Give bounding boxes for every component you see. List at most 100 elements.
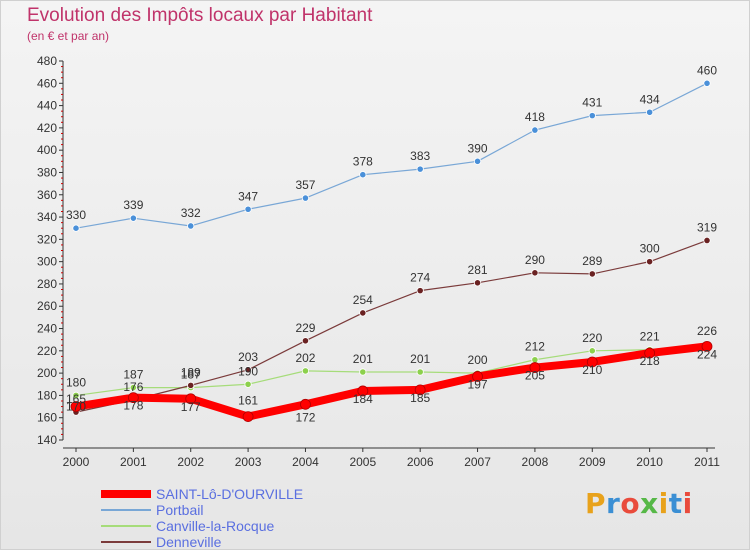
data-label: 390 [468,141,488,155]
data-point [129,384,137,392]
data-label: 197 [468,377,488,391]
data-label: 431 [582,96,602,110]
legend-swatch [101,541,151,543]
data-label: 378 [353,155,373,169]
data-label: 357 [295,178,315,192]
x-tick-label: 2010 [636,455,663,469]
data-point [644,347,656,359]
data-label: 200 [468,353,488,367]
y-tick-label: 360 [37,188,57,202]
data-point [72,224,80,232]
y-tick-label: 380 [37,165,57,179]
y-tick-label: 260 [37,299,57,313]
data-label: 170 [66,400,86,414]
data-point [301,337,310,345]
y-tick-label: 160 [37,411,57,425]
data-point [244,380,252,388]
y-tick-label: 460 [37,76,57,90]
data-point [301,367,310,375]
y-tick-label: 440 [37,99,57,113]
data-point [244,205,252,213]
data-point [185,393,197,405]
legend-label: Canville-la-Rocque [156,518,275,534]
x-tick-label: 2007 [464,455,491,469]
data-label: 290 [525,253,545,267]
data-label: 202 [295,351,315,365]
data-point [301,194,310,202]
legend-label: Denneville [156,534,222,550]
chart-subtitle: (en € et par an) [27,29,110,43]
data-point [359,171,367,179]
data-label: 180 [66,375,86,389]
data-label: 220 [582,331,602,345]
data-label: 190 [238,364,258,378]
data-label: 434 [640,92,660,106]
data-point [414,384,426,396]
y-tick-label: 420 [37,121,57,135]
data-label: 203 [238,350,258,364]
data-label: 418 [525,110,545,124]
data-point [646,258,654,266]
y-tick-label: 220 [37,344,57,358]
data-label: 184 [353,392,373,406]
data-point [529,362,541,373]
x-tick-label: 2002 [177,455,204,469]
data-point [646,108,654,116]
data-point [531,269,539,277]
data-point [588,112,596,120]
data-point [129,214,137,222]
data-label: 460 [697,63,717,77]
legend-swatch [101,490,151,498]
data-label: 218 [640,354,660,368]
data-label: 281 [468,263,488,277]
data-point [244,366,252,374]
x-tick-label: 2001 [120,455,147,469]
data-label: 178 [123,399,143,413]
data-point [472,371,483,382]
series-line [72,342,711,421]
legend-label: SAINT-Lô-D'OURVILLE [156,486,304,502]
data-label: 300 [640,242,660,256]
data-point [473,157,482,165]
data-point [531,356,539,364]
data-point [127,392,139,404]
data-point [703,236,711,245]
data-label: 165 [66,392,86,406]
data-label: 201 [410,352,430,366]
data-point [701,340,713,352]
series-line [75,239,708,413]
chart-title: Evolution des Impôts locaux par Habitant [27,5,373,26]
data-label: 229 [295,321,315,335]
data-point [357,385,369,397]
data-label: 161 [238,394,258,408]
y-tick-label: 140 [37,433,57,447]
data-label: 176 [123,380,143,394]
data-point [473,279,482,287]
data-label: 210 [582,363,602,377]
data-point [416,165,424,173]
data-label: 224 [697,347,717,361]
data-label: 339 [123,198,143,212]
data-point [588,270,596,278]
data-point [187,222,195,230]
legend-swatch [101,509,151,511]
data-label: 187 [123,368,143,382]
x-tick-label: 2000 [63,455,90,469]
data-label: 330 [66,208,86,222]
y-tick-label: 320 [37,232,57,246]
data-label: 205 [525,369,545,383]
x-tick-label: 2009 [579,455,606,469]
data-label: 226 [697,324,717,338]
data-label: 187 [181,368,201,382]
data-label: 172 [295,410,315,424]
y-tick-label: 400 [37,143,57,157]
x-tick-label: 2003 [235,455,262,469]
data-point [586,356,598,368]
data-label: 274 [410,271,430,285]
data-point [359,368,367,376]
data-label: 383 [410,149,430,163]
data-point [359,309,367,317]
data-label: 185 [410,391,430,405]
data-label: 332 [181,206,201,220]
